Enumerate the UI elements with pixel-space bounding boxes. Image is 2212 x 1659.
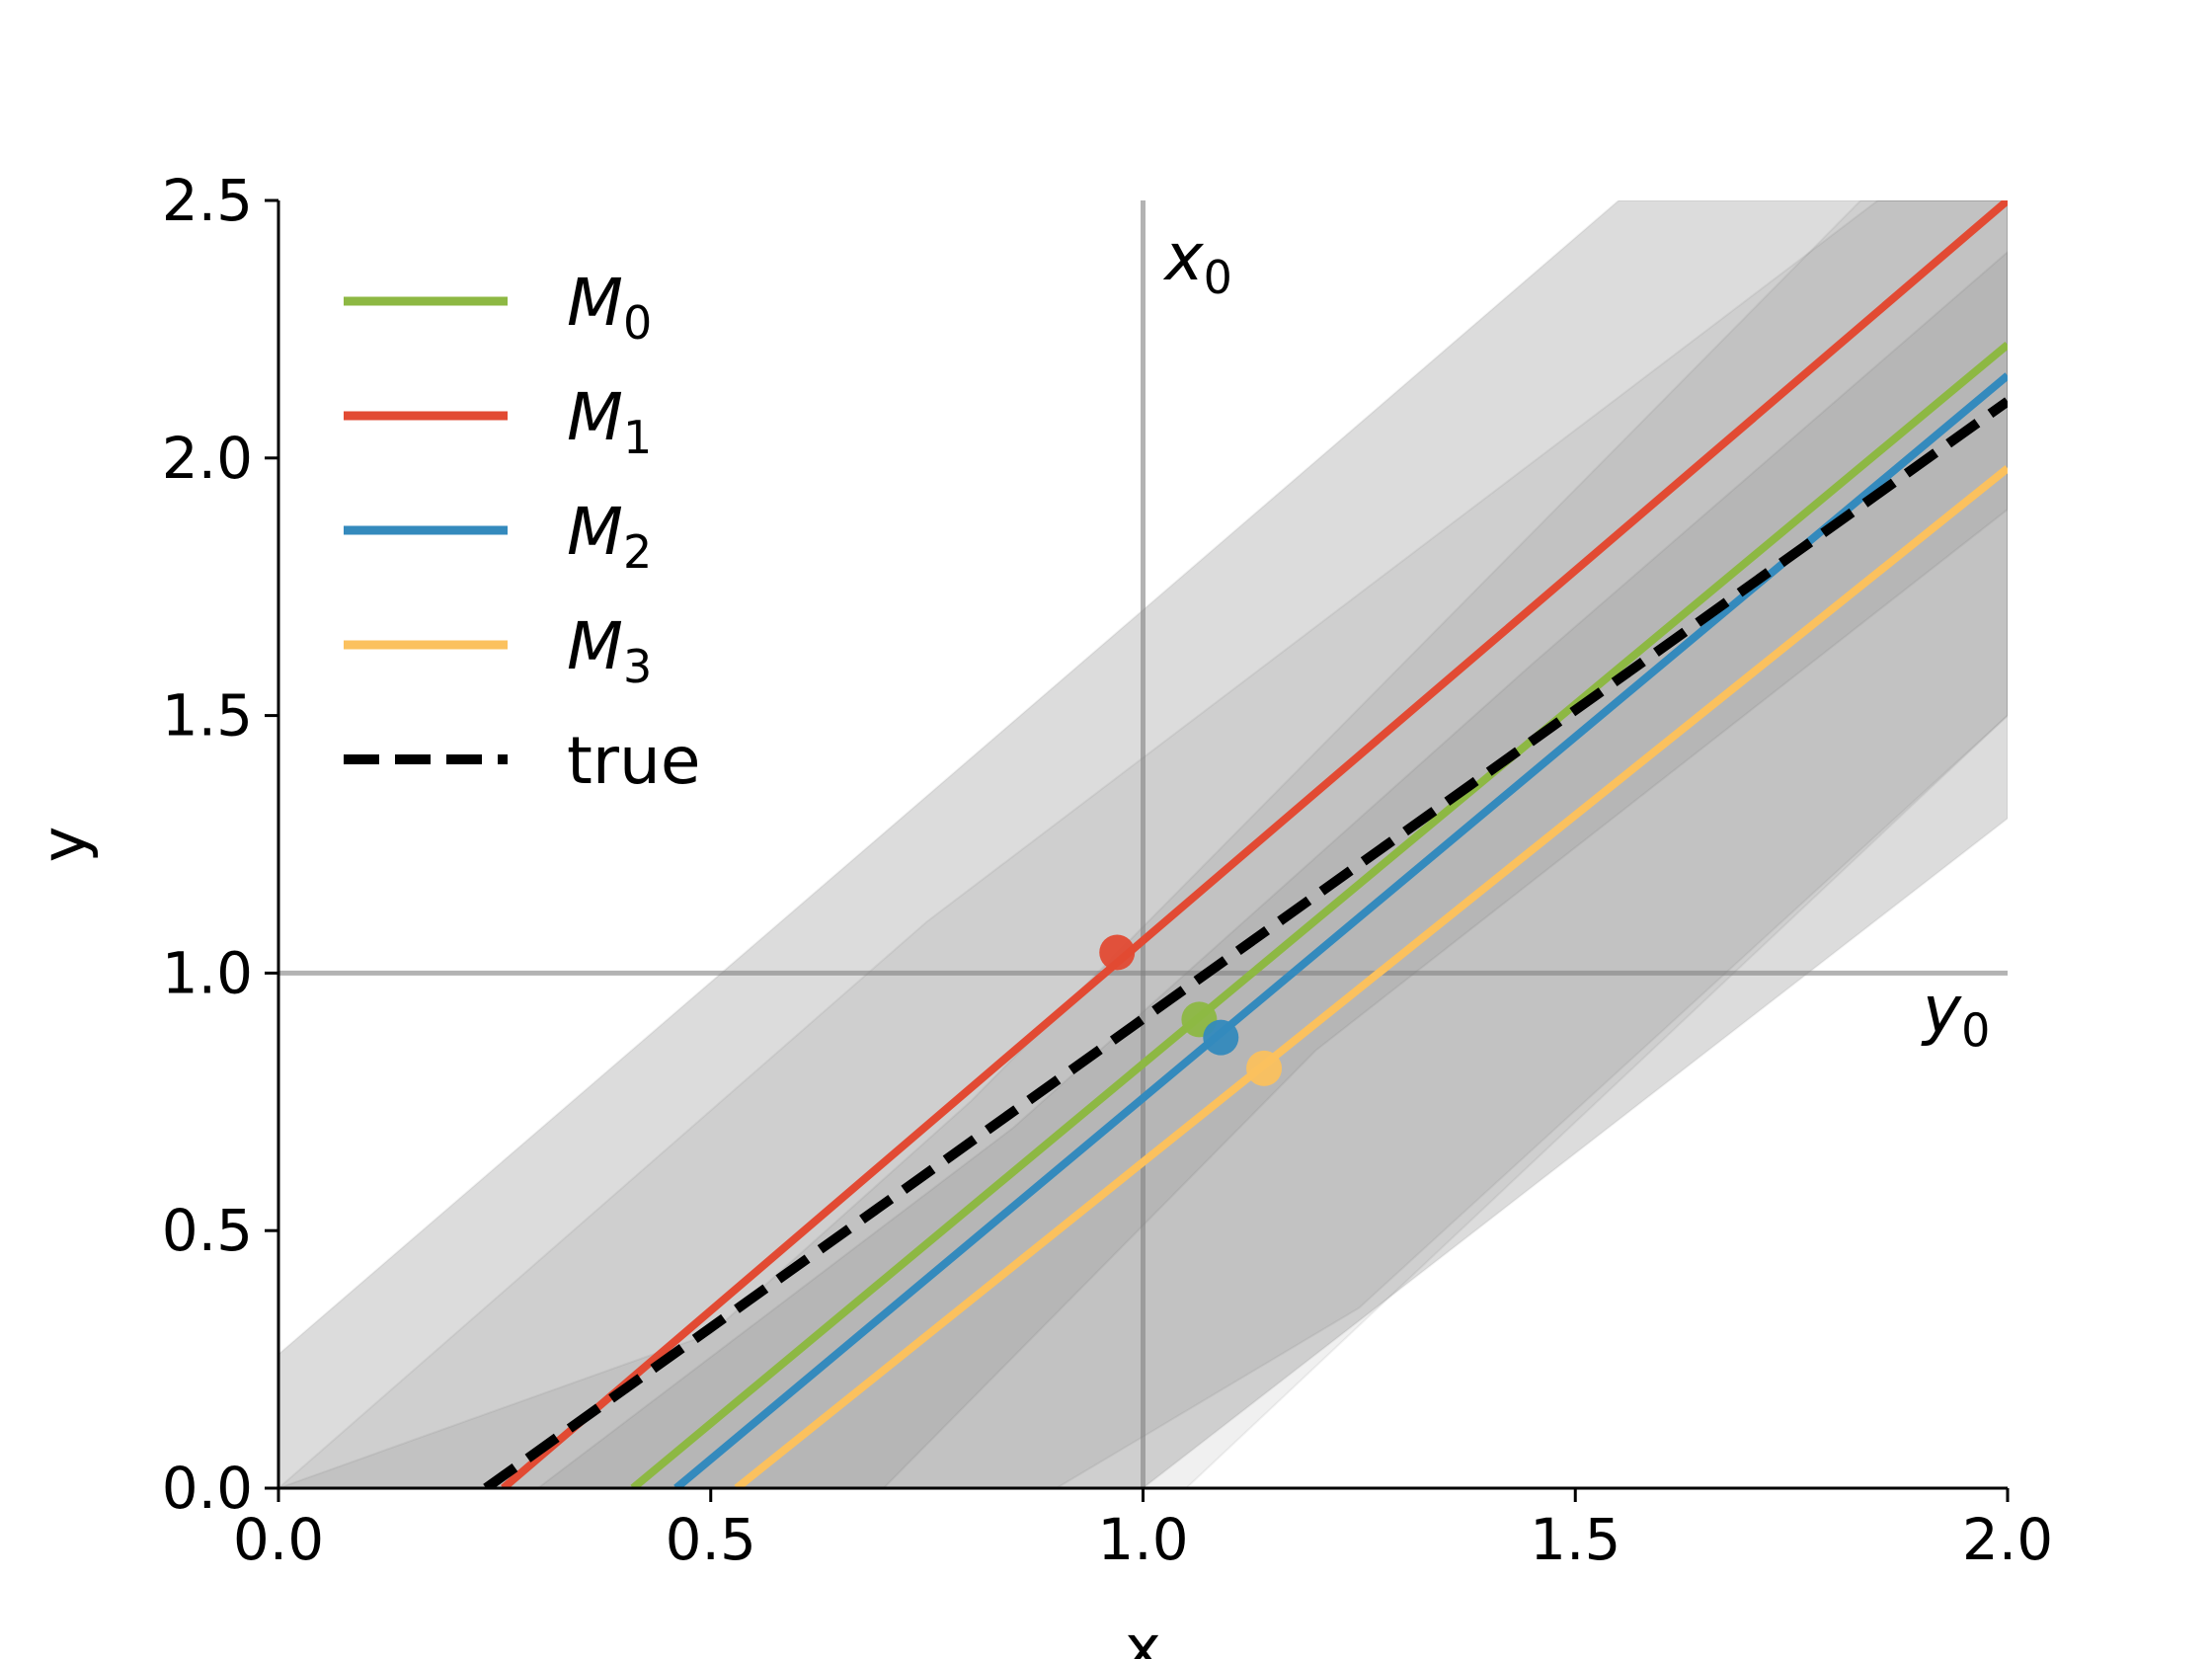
legend-label-subscript: 1 bbox=[623, 411, 652, 464]
x-tick-label: 0.5 bbox=[666, 1506, 756, 1573]
series-point-m2 bbox=[1203, 1019, 1239, 1056]
ticks: 0.0 0.5 1.0 1.5 2.0 0.0 0.5 1.0 1.5 2.0 2.5 bbox=[162, 167, 2053, 1573]
y-axis-label: y bbox=[28, 827, 100, 863]
x-tick-label: 0.0 bbox=[233, 1506, 324, 1573]
series-line-true bbox=[483, 397, 2008, 1488]
uncertainty-band-4 bbox=[278, 250, 2008, 1488]
y0-annotation-subscript: 0 bbox=[1961, 1003, 1990, 1057]
annotations: x0 y0 bbox=[1163, 219, 1991, 1057]
legend-label-subscript: 3 bbox=[623, 640, 652, 693]
series-lines bbox=[483, 200, 2008, 1488]
x-tick-label: 1.5 bbox=[1530, 1506, 1620, 1573]
legend-label-true: true bbox=[567, 723, 700, 799]
legend-label-m2: M2 bbox=[567, 494, 652, 579]
y-tick-label: 2.5 bbox=[162, 167, 253, 234]
legend-label-m0: M0 bbox=[567, 265, 652, 350]
series-point-m1 bbox=[1099, 934, 1136, 971]
series-point-m3 bbox=[1246, 1050, 1283, 1086]
series-line-m1 bbox=[501, 200, 2008, 1488]
uncertainty-band-3 bbox=[278, 200, 2008, 1488]
legend-label-m3: M3 bbox=[567, 608, 652, 693]
y0-annotation: y0 bbox=[1921, 972, 1990, 1057]
y-tick-label: 0.0 bbox=[162, 1455, 253, 1522]
x-tick-label: 1.0 bbox=[1097, 1506, 1188, 1573]
y-tick-label: 1.5 bbox=[162, 682, 253, 750]
legend-label-subscript: 0 bbox=[623, 296, 652, 350]
series-line-m0 bbox=[630, 341, 2008, 1488]
series-points bbox=[1099, 934, 1283, 1086]
y-tick-label: 1.0 bbox=[162, 939, 253, 1006]
x-tick-label: 2.0 bbox=[1962, 1506, 2053, 1573]
reference-lines bbox=[278, 200, 2008, 1488]
series-line-m3 bbox=[734, 465, 2008, 1488]
x0-annotation-subscript: 0 bbox=[1204, 251, 1232, 304]
legend: M0 M1 M2 M3 true bbox=[344, 265, 700, 799]
x0-annotation: x0 bbox=[1163, 219, 1232, 304]
legend-label-subscript: 2 bbox=[623, 525, 652, 579]
legend-label-m1: M1 bbox=[567, 379, 652, 464]
x-axis-label: x bbox=[1125, 1612, 1161, 1659]
y-tick-label: 0.5 bbox=[162, 1197, 253, 1264]
y-tick-label: 2.0 bbox=[162, 425, 253, 492]
